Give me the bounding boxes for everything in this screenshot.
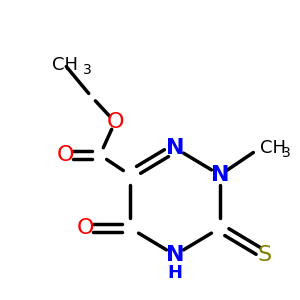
Text: O: O [76,218,94,238]
Text: CH: CH [260,139,286,157]
Text: 3: 3 [282,146,291,160]
Text: N: N [166,245,184,265]
Text: N: N [166,138,184,158]
Text: O: O [56,145,74,165]
Text: S: S [258,245,272,265]
Text: 3: 3 [83,63,92,77]
Text: N: N [211,165,229,185]
Text: CH: CH [52,56,78,74]
Text: H: H [167,264,182,282]
Text: O: O [106,112,124,132]
